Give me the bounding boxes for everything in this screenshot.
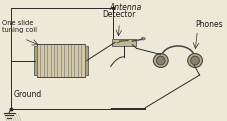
- Text: Antenna: Antenna: [110, 3, 142, 12]
- Ellipse shape: [188, 53, 202, 68]
- Ellipse shape: [153, 53, 168, 68]
- Text: Phones: Phones: [195, 20, 223, 29]
- FancyBboxPatch shape: [37, 44, 85, 77]
- Ellipse shape: [141, 38, 145, 40]
- Text: Detector: Detector: [103, 10, 136, 19]
- Text: Ground: Ground: [13, 90, 42, 99]
- Bar: [34, 46, 37, 75]
- Bar: [85, 46, 88, 75]
- FancyBboxPatch shape: [112, 39, 136, 46]
- Ellipse shape: [156, 56, 165, 65]
- Text: One slide
tuning coil: One slide tuning coil: [2, 20, 37, 33]
- Ellipse shape: [191, 56, 199, 65]
